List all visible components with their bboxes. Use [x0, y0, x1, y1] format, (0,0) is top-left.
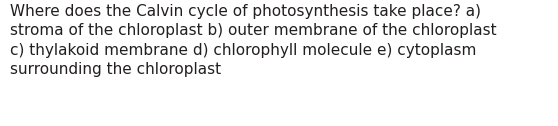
Text: Where does the Calvin cycle of photosynthesis take place? a)
stroma of the chlor: Where does the Calvin cycle of photosynt…	[10, 4, 497, 77]
